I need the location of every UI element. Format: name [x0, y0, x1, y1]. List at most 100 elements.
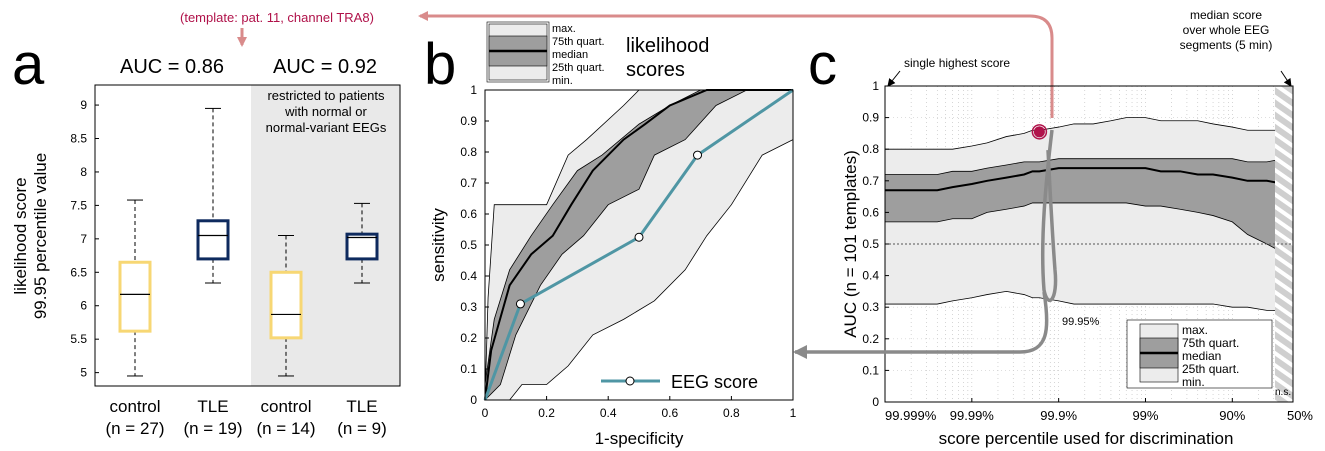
c-ytick-label-5: 0.5 — [862, 237, 879, 251]
shaded-note-line3: normal-variant EEGs — [266, 120, 387, 135]
a-group-name-3: TLE — [346, 397, 377, 416]
c-ytick-label-6: 0.6 — [862, 205, 879, 219]
c-legend-max: max. — [1182, 323, 1208, 337]
c-ytick-label-4: 0.4 — [862, 269, 879, 283]
b-legend-eeg: EEG score — [671, 372, 758, 392]
panel-c-xlabel: score percentile used for discrimination — [939, 429, 1234, 448]
c-ytick-label-1: 0.1 — [862, 363, 879, 377]
c-xtick-label-5: 50% — [1287, 408, 1313, 423]
c-ytick-label-0: 0 — [872, 395, 879, 409]
b-ytick-label-4: 0.4 — [460, 269, 477, 283]
auc-label-left: AUC = 0.86 — [120, 56, 224, 78]
panel-c-band-legend: max. 75th quart. median 25th quart. min. — [1126, 319, 1273, 389]
panel-letter-c: c — [808, 32, 837, 97]
a-box-1 — [196, 219, 230, 261]
shaded-note-line1: restricted to patients — [267, 88, 385, 103]
b-eeg-marker-1 — [634, 232, 644, 242]
b-legend-q25: 25th quart. — [552, 62, 605, 74]
a-ytick-label-2: 6 — [80, 299, 87, 313]
b-legend-min: min. — [552, 75, 573, 87]
panel-b-ylabel: sensitivity — [429, 208, 448, 282]
b-ytick-label-0: 0 — [470, 393, 477, 407]
c-ytick-label-9: 0.9 — [862, 111, 879, 125]
c-ytick-label-7: 0.7 — [862, 174, 879, 188]
ns-label: n.s. — [1275, 387, 1291, 398]
a-ytick-label-3: 6.5 — [70, 265, 87, 279]
panel-b-roc: 0 0.1 0.2 0.3 0.4 0.5 0.6 0.7 0.8 0.9 1 0 0.2 0.4 0.6 0… — [429, 21, 797, 448]
annotation-99.95: 99.95% — [1062, 316, 1100, 328]
a-group-name-2: control — [260, 397, 311, 416]
a-ytick-label-8: 9 — [80, 98, 87, 112]
highlight-template-point — [1033, 126, 1045, 138]
panel-a-ylabel-1: likelihood score — [11, 177, 30, 294]
b-legend-q75: 75th quart. — [552, 36, 605, 48]
panel-a-boxplot: 55.566.577.588.59 AUC = 0.86 AUC = 0.92 … — [11, 56, 401, 438]
b-ytick-label-3: 0.3 — [460, 300, 477, 314]
ns-hatched-region — [1275, 86, 1293, 402]
panel-letter-b: b — [424, 32, 456, 97]
b-legend-max: max. — [552, 23, 576, 35]
template-arrow-link — [418, 11, 1054, 118]
b-median-line — [484, 89, 793, 401]
a-box-3 — [345, 232, 379, 261]
a-ytick-label-6: 8 — [80, 165, 87, 179]
a-group-n-3: (n = 9) — [337, 419, 387, 438]
b-xtick-label-1: 0.2 — [538, 406, 555, 420]
b-xtick-label-0: 0 — [482, 406, 489, 420]
c-median-line — [885, 167, 1294, 192]
b-ytick-label-8: 0.8 — [460, 145, 477, 159]
c-legend-min: min. — [1182, 375, 1205, 389]
c-legend-median: median — [1182, 349, 1221, 363]
b-xtick-label-4: 0.8 — [723, 406, 740, 420]
c-xtick-label-0: 99.999% — [885, 408, 937, 423]
a-box-2 — [269, 270, 303, 340]
b-ytick-label-5: 0.5 — [460, 238, 477, 252]
panel-c-auc: 0 0.1 0.2 0.3 0.4 0.5 0.6 0.7 0.8 0.9 1 99.999% 99.9… — [793, 8, 1313, 448]
b-xtick-label-5: 1 — [790, 406, 797, 420]
a-ytick-label-1: 5.5 — [70, 332, 87, 346]
b-band-outer — [484, 89, 794, 401]
b-eeg-marker-0 — [515, 299, 525, 309]
panel-a-frame — [94, 84, 401, 387]
annotation-single-highest: single highest score — [904, 56, 1010, 70]
b-ytick-label-6: 0.6 — [460, 207, 477, 221]
a-group-n-0: (n = 27) — [105, 419, 164, 438]
b-legend-title-1: likelihood — [626, 35, 709, 57]
shaded-note-line2: with normal or — [284, 104, 367, 119]
b-ytick-label-2: 0.2 — [460, 331, 477, 345]
c-legend-q75: 75th quart. — [1182, 336, 1239, 350]
a-ytick-label-0: 5 — [80, 366, 87, 380]
annotation-median-1: median score — [1190, 8, 1262, 22]
panel-b-xlabel: 1-specificity — [595, 429, 684, 448]
panel-a-ylabel-2: 99.95 percentile value — [31, 153, 50, 319]
c-xtick-label-4: 90% — [1219, 408, 1245, 423]
lasso-arrow-to-b — [793, 291, 1049, 359]
a-group-name-0: control — [109, 397, 160, 416]
b-ytick-label-9: 0.9 — [460, 114, 477, 128]
annotation-median-3: segments (5 min) — [1180, 38, 1273, 52]
c-xtick-label-1: 99.99% — [950, 408, 995, 423]
a-ytick-label-7: 8.5 — [70, 132, 87, 146]
panel-b-band-legend: max. 75th quart. median 25th quart. min.… — [486, 21, 709, 87]
b-legend-title-2: scores — [626, 59, 685, 81]
a-group-n-2: (n = 14) — [256, 419, 315, 438]
c-xtick-label-2: 99.9% — [1040, 408, 1077, 423]
a-ytick-label-4: 7 — [80, 232, 87, 246]
b-xtick-label-3: 0.6 — [661, 406, 678, 420]
annotation-median-2: over whole EEG — [1183, 23, 1270, 37]
c-ytick-label-3: 0.3 — [862, 300, 879, 314]
b-xtick-label-2: 0.4 — [600, 406, 617, 420]
b-ytick-label-1: 0.1 — [460, 362, 477, 376]
b-legend-median: median — [552, 49, 588, 61]
a-ytick-label-5: 7.5 — [70, 198, 87, 212]
c-ytick-label-10: 1 — [872, 79, 879, 93]
c-legend-q25: 25th quart. — [1182, 362, 1239, 376]
panel-letter-a: a — [12, 32, 45, 97]
a-box-0 — [118, 260, 152, 333]
panel-c-ylabel: AUC (n = 101 templates) — [841, 150, 860, 338]
auc-label-right: AUC = 0.92 — [273, 56, 377, 78]
b-ytick-label-10: 1 — [470, 83, 477, 97]
c-xtick-label-3: 99% — [1132, 408, 1158, 423]
b-eeg-marker-2 — [693, 150, 703, 160]
